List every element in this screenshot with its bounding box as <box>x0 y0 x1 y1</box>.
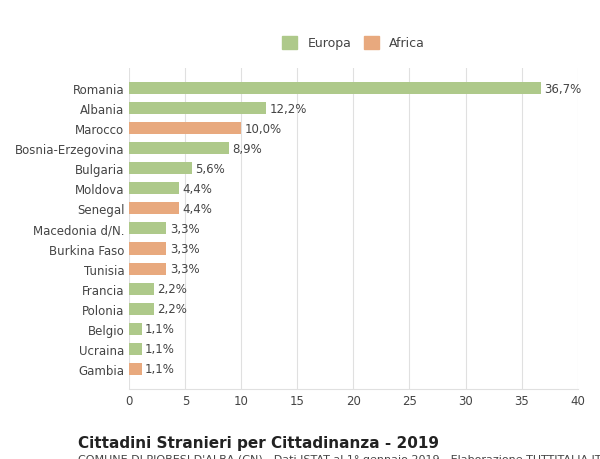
Bar <box>130 203 179 215</box>
Text: 1,1%: 1,1% <box>145 342 175 355</box>
Bar <box>130 263 166 275</box>
Text: 3,3%: 3,3% <box>170 263 199 275</box>
Bar <box>130 223 166 235</box>
Bar <box>130 143 229 155</box>
Text: 2,2%: 2,2% <box>157 302 187 315</box>
Text: 10,0%: 10,0% <box>245 123 282 135</box>
Text: 4,4%: 4,4% <box>182 202 212 215</box>
Bar <box>130 283 154 295</box>
Text: 2,2%: 2,2% <box>157 282 187 296</box>
Bar <box>130 343 142 355</box>
Text: 4,4%: 4,4% <box>182 183 212 196</box>
Bar <box>130 103 266 115</box>
Text: 3,3%: 3,3% <box>170 242 199 256</box>
Bar <box>130 243 166 255</box>
Legend: Europa, Africa: Europa, Africa <box>278 33 428 54</box>
Bar <box>130 83 541 95</box>
Text: 36,7%: 36,7% <box>544 83 581 95</box>
Bar <box>130 123 241 135</box>
Bar <box>130 183 179 195</box>
Bar <box>130 323 142 335</box>
Text: 1,1%: 1,1% <box>145 322 175 336</box>
Bar <box>130 363 142 375</box>
Bar <box>130 163 192 175</box>
Text: 12,2%: 12,2% <box>269 102 307 116</box>
Bar <box>130 303 154 315</box>
Text: 5,6%: 5,6% <box>196 162 225 175</box>
Text: Cittadini Stranieri per Cittadinanza - 2019: Cittadini Stranieri per Cittadinanza - 2… <box>78 435 439 450</box>
Text: 3,3%: 3,3% <box>170 223 199 235</box>
Text: 8,9%: 8,9% <box>232 143 262 156</box>
Text: COMUNE DI PIOBESI D'ALBA (CN) - Dati ISTAT al 1° gennaio 2019 - Elaborazione TUT: COMUNE DI PIOBESI D'ALBA (CN) - Dati IST… <box>78 453 600 459</box>
Text: 1,1%: 1,1% <box>145 363 175 375</box>
